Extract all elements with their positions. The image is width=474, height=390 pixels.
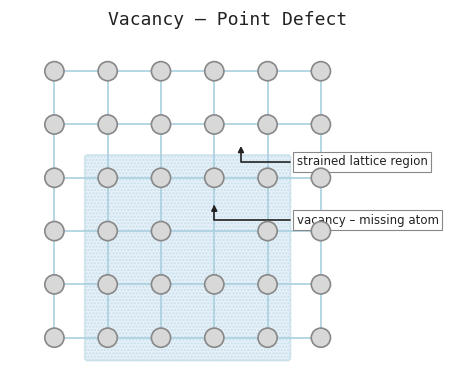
Circle shape (311, 222, 330, 241)
Circle shape (311, 328, 330, 347)
Circle shape (98, 115, 117, 134)
Circle shape (98, 328, 117, 347)
Circle shape (258, 222, 277, 241)
Circle shape (45, 222, 64, 241)
Circle shape (258, 115, 277, 134)
Circle shape (258, 62, 277, 81)
Circle shape (45, 275, 64, 294)
Text: strained lattice region: strained lattice region (238, 148, 428, 168)
Circle shape (258, 328, 277, 347)
Circle shape (151, 115, 171, 134)
Circle shape (258, 275, 277, 294)
Circle shape (98, 275, 117, 294)
Circle shape (311, 115, 330, 134)
Circle shape (151, 222, 171, 241)
Circle shape (311, 62, 330, 81)
Circle shape (205, 168, 224, 187)
Circle shape (45, 328, 64, 347)
Circle shape (151, 275, 171, 294)
Circle shape (98, 62, 117, 81)
Circle shape (45, 168, 64, 187)
Title: Vacancy – Point Defect: Vacancy – Point Defect (108, 11, 347, 29)
Circle shape (205, 275, 224, 294)
Circle shape (151, 328, 171, 347)
Circle shape (205, 115, 224, 134)
Circle shape (45, 115, 64, 134)
Circle shape (205, 62, 224, 81)
FancyBboxPatch shape (85, 155, 291, 361)
Text: vacancy – missing atom: vacancy – missing atom (212, 206, 439, 227)
Circle shape (151, 62, 171, 81)
Circle shape (45, 62, 64, 81)
Circle shape (98, 168, 117, 187)
Circle shape (258, 168, 277, 187)
Circle shape (311, 275, 330, 294)
Circle shape (151, 168, 171, 187)
Circle shape (205, 328, 224, 347)
Circle shape (311, 168, 330, 187)
Circle shape (98, 222, 117, 241)
